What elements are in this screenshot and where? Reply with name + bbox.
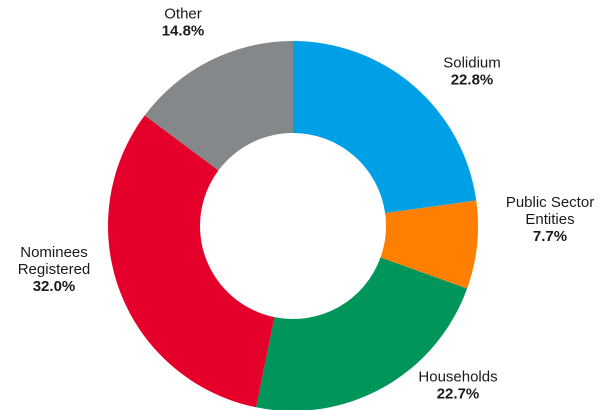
- label-nominees-registered: Nominees Registered 32.0%: [18, 244, 91, 295]
- slice-other: [144, 41, 293, 171]
- label-households: Households 22.7%: [418, 369, 497, 403]
- label-value: 7.7%: [533, 228, 567, 245]
- donut-slices: [107, 41, 478, 410]
- label-name-line: Solidium: [443, 55, 501, 72]
- label-name-line: Public Sector: [506, 194, 594, 211]
- label-name-line: Registered: [18, 261, 91, 278]
- label-name-line: Households: [418, 369, 497, 386]
- slice-households: [256, 257, 468, 410]
- slice-labels: Solidium 22.8% Public Sector Entities 7.7% Ho…: [18, 6, 594, 403]
- label-other: Other 14.8%: [162, 6, 205, 40]
- label-solidium: Solidium 22.8%: [443, 55, 501, 89]
- label-name-line: Other: [164, 6, 202, 23]
- label-value: 32.0%: [33, 278, 76, 295]
- label-name-line: Nominees: [20, 244, 88, 261]
- slice-solidium: [293, 41, 477, 214]
- label-name-line: Entities: [525, 211, 574, 228]
- slice-public-sector-entities: [380, 200, 478, 289]
- label-value: 14.8%: [162, 23, 205, 40]
- label-value: 22.7%: [437, 386, 480, 403]
- label-public-sector-entities: Public Sector Entities 7.7%: [506, 194, 594, 245]
- label-value: 22.8%: [451, 72, 494, 89]
- slice-nominees-registered: [107, 115, 275, 408]
